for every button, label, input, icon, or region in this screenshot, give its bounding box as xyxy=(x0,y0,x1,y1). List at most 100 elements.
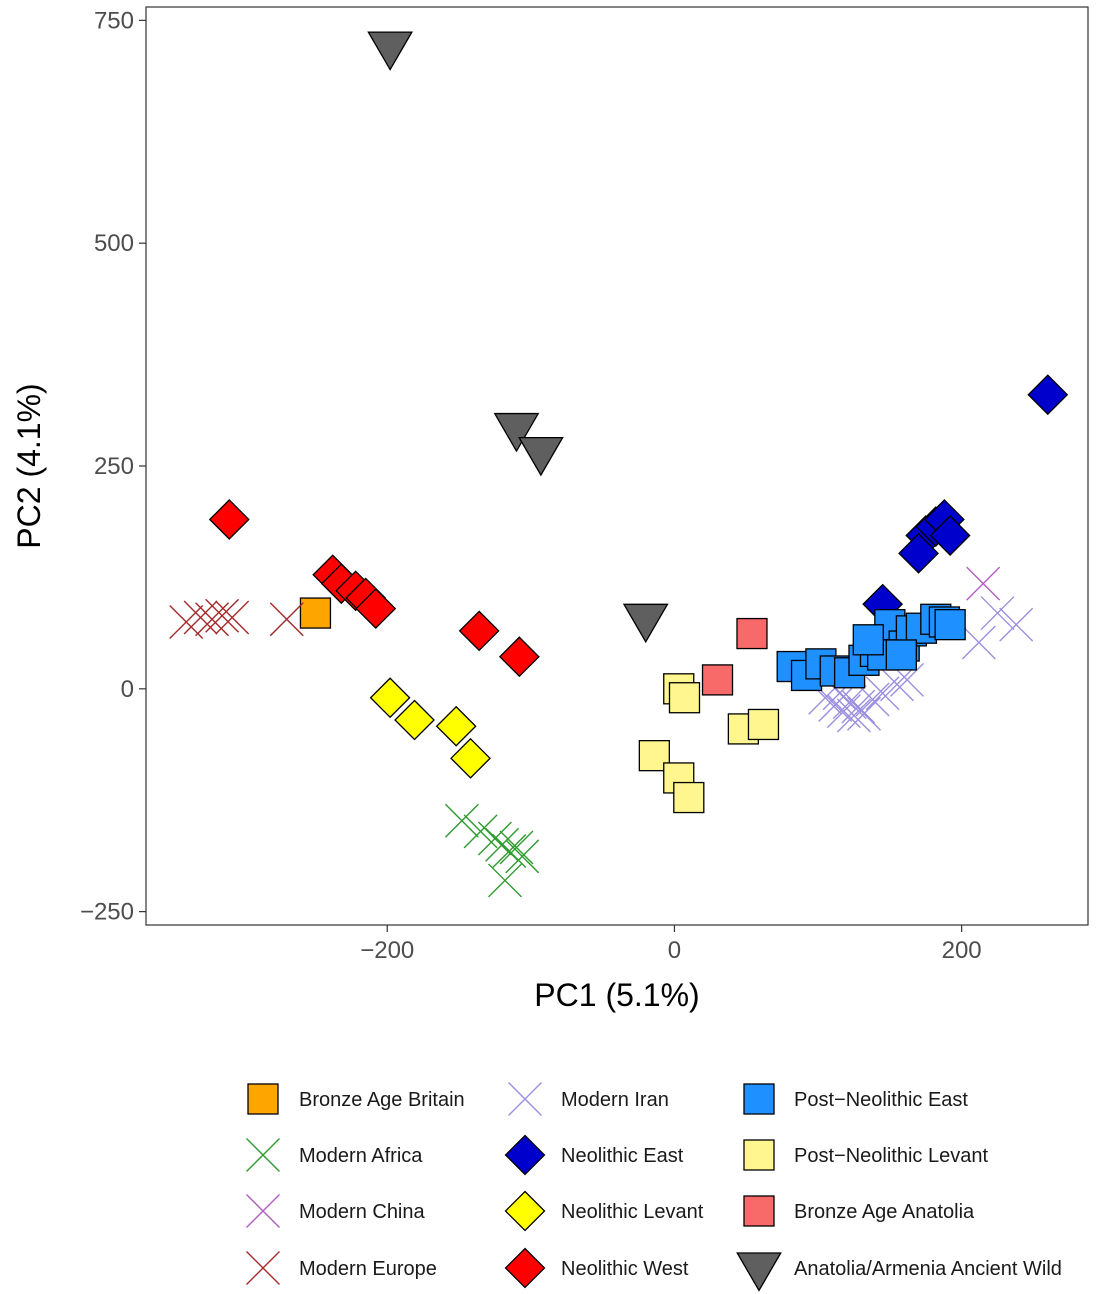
series-modern-china xyxy=(966,566,1001,601)
data-point xyxy=(444,803,479,838)
data-point xyxy=(638,740,670,772)
data-point xyxy=(673,781,705,814)
data-point xyxy=(836,698,871,733)
data-point xyxy=(832,685,867,720)
legend-item: Bronze Age Anatolia xyxy=(743,1195,975,1227)
data-point xyxy=(208,499,250,540)
data-point xyxy=(367,31,413,71)
data-point xyxy=(898,532,939,574)
series-bronze-age-britain xyxy=(299,597,332,629)
legend-item: Bronze Age Britain xyxy=(247,1083,465,1115)
legend-item: Modern Europe xyxy=(246,1251,437,1285)
legend-key xyxy=(504,1134,546,1176)
legend-key xyxy=(743,1139,775,1171)
legend-key xyxy=(504,1247,546,1289)
legend-label: Bronze Age Anatolia xyxy=(794,1201,975,1223)
series-neolithic-levant xyxy=(369,677,491,779)
data-point xyxy=(747,708,780,741)
data-point xyxy=(299,597,332,629)
legend-item: Modern China xyxy=(246,1194,426,1228)
series-bronze-age-anatolia xyxy=(701,617,768,696)
legend-key xyxy=(508,1082,542,1116)
y-tick-label: −250 xyxy=(80,899,134,926)
y-tick-label: 0 xyxy=(121,676,134,703)
data-point xyxy=(487,863,522,898)
y-tick-label: 250 xyxy=(94,453,134,480)
data-point xyxy=(169,604,204,639)
legend-item: Post−Neolithic East xyxy=(743,1083,968,1115)
legend-item: Modern Africa xyxy=(246,1138,423,1172)
series-post-neolithic-east xyxy=(776,603,966,692)
data-point xyxy=(622,603,669,644)
data-point xyxy=(668,682,701,714)
data-point xyxy=(885,639,917,671)
legend-key xyxy=(743,1195,775,1227)
y-tick-label: 750 xyxy=(94,7,134,34)
legend-key xyxy=(736,1252,782,1292)
data-point xyxy=(394,699,435,741)
legend-label: Neolithic East xyxy=(561,1145,684,1167)
data-point xyxy=(929,515,971,556)
data-point xyxy=(736,617,768,650)
series-modern-africa xyxy=(444,803,540,898)
data-point xyxy=(934,608,966,641)
data-point xyxy=(518,436,564,477)
legend-item: Post−Neolithic Levant xyxy=(743,1139,988,1171)
data-point xyxy=(450,737,491,779)
data-point xyxy=(499,830,534,865)
data-point xyxy=(980,596,1015,631)
data-point xyxy=(1027,374,1069,416)
legend-key xyxy=(246,1194,280,1228)
y-tick-label: 500 xyxy=(94,230,134,257)
legend-label: Bronze Age Britain xyxy=(299,1089,465,1111)
legend-key xyxy=(247,1083,279,1115)
data-point xyxy=(505,839,540,874)
legend-label: Modern Europe xyxy=(299,1258,437,1280)
series-neolithic-east xyxy=(862,374,1069,625)
data-point xyxy=(369,677,411,719)
y-axis-title: PC2 (4.1%) xyxy=(11,383,47,548)
plot-panel xyxy=(145,6,1089,926)
data-point xyxy=(355,588,397,630)
data-point xyxy=(961,625,996,660)
legend-key xyxy=(504,1190,546,1232)
data-point xyxy=(852,624,884,656)
series-modern-europe xyxy=(169,598,304,639)
legend-key xyxy=(246,1138,280,1172)
legend-label: Neolithic West xyxy=(561,1258,689,1280)
legend-label: Modern China xyxy=(299,1201,426,1223)
data-point xyxy=(966,566,1001,601)
series-anatolia-armenia-ancient-wild xyxy=(367,31,669,644)
data-point xyxy=(493,412,540,453)
data-point xyxy=(999,607,1034,642)
data-point xyxy=(205,598,240,633)
legend-label: Post−Neolithic East xyxy=(794,1089,968,1111)
data-point xyxy=(880,667,915,702)
data-point xyxy=(269,602,304,637)
data-points xyxy=(169,31,1069,898)
series-neolithic-west xyxy=(208,499,540,678)
legend: Bronze Age Britain Modern Africa Modern Ch… xyxy=(246,1082,1062,1292)
legend-label: Post−Neolithic Levant xyxy=(794,1145,988,1167)
data-point xyxy=(865,676,900,711)
data-point xyxy=(215,600,250,635)
legend-key xyxy=(246,1251,280,1285)
legend-label: Neolithic Levant xyxy=(561,1201,704,1223)
axes: −200 0 200 −250 0 250 500 750 xyxy=(80,7,982,964)
x-tick-label: −200 xyxy=(360,937,414,964)
legend-item: Neolithic East xyxy=(504,1134,684,1176)
series-post-neolithic-levant xyxy=(638,673,780,814)
legend-label: Modern Iran xyxy=(561,1089,669,1111)
legend-key xyxy=(743,1083,775,1115)
legend-item: Modern Iran xyxy=(508,1082,669,1116)
legend-label: Modern Africa xyxy=(299,1145,423,1167)
x-axis-title: PC1 (5.1%) xyxy=(534,977,699,1013)
data-point xyxy=(498,636,540,678)
legend-label: Anatolia/Armenia Ancient Wild xyxy=(794,1258,1062,1280)
legend-item: Anatolia/Armenia Ancient Wild xyxy=(736,1252,1062,1292)
data-point xyxy=(855,682,890,717)
legend-item: Neolithic Levant xyxy=(504,1190,704,1232)
data-point xyxy=(701,664,734,696)
data-point xyxy=(492,834,527,869)
